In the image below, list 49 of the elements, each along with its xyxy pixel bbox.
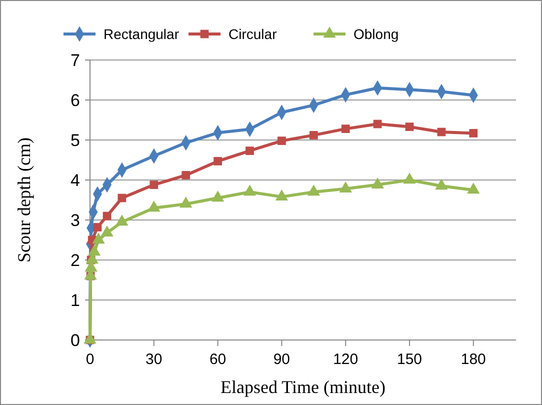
point <box>100 225 114 236</box>
y-tick-label: 1 <box>70 290 80 310</box>
point <box>467 182 480 194</box>
y-tick-label: 0 <box>70 330 80 350</box>
point <box>469 129 478 138</box>
point <box>211 190 224 202</box>
y-tick-label: 2 <box>70 250 80 270</box>
point <box>150 180 158 189</box>
point <box>339 181 352 192</box>
x-tick-label: 180 <box>460 351 486 368</box>
point <box>437 128 446 136</box>
point <box>275 189 288 200</box>
point <box>309 131 318 140</box>
point <box>341 124 350 133</box>
x-tick-label: 90 <box>273 351 290 368</box>
point <box>246 146 254 155</box>
x-tick-label: 30 <box>146 351 162 368</box>
y-tick-label: 4 <box>70 170 80 190</box>
x-axis-title: Elapsed Time (minute) <box>220 377 386 397</box>
point <box>243 184 256 196</box>
y-tick-label: 7 <box>70 50 80 70</box>
legend-label: Circular <box>228 26 278 42</box>
point <box>435 178 448 190</box>
x-tick-label: 0 <box>86 351 94 368</box>
point <box>92 232 105 244</box>
point <box>405 122 414 131</box>
point <box>118 194 126 202</box>
point <box>148 200 160 212</box>
y-axis-title: Scour depth (cm) <box>14 138 34 262</box>
point <box>179 196 192 208</box>
legend-label: Rectangular <box>104 26 180 42</box>
point <box>371 177 384 188</box>
point <box>373 120 382 128</box>
y-tick-label: 5 <box>70 130 80 150</box>
x-tick-label: 120 <box>333 351 358 368</box>
point <box>102 212 112 220</box>
x-tick-label: 150 <box>396 351 422 368</box>
point <box>278 136 286 145</box>
point <box>307 184 320 196</box>
point <box>403 172 416 184</box>
y-tick-label: 6 <box>70 90 80 110</box>
legend-label: Oblong <box>354 26 399 42</box>
point <box>93 223 102 232</box>
x-tick-label: 60 <box>209 351 226 368</box>
point <box>182 171 190 180</box>
point <box>116 214 128 226</box>
point <box>88 244 101 256</box>
y-tick-label: 3 <box>70 210 80 230</box>
point <box>214 157 222 166</box>
